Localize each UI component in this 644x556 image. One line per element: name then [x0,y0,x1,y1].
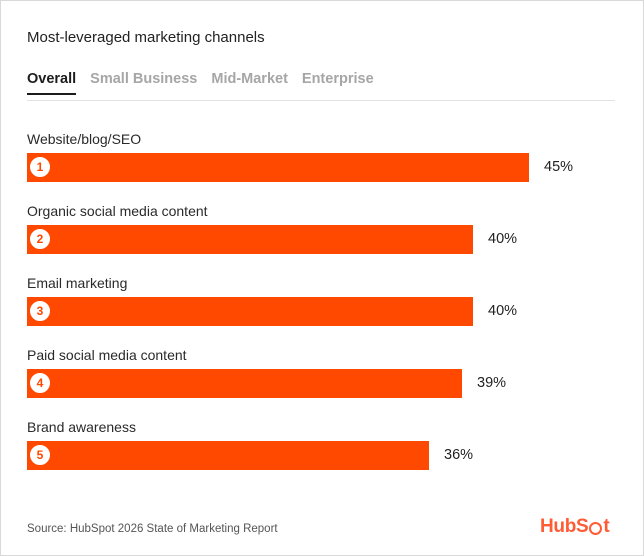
rank-badge: 3 [29,300,51,322]
bar [27,369,462,398]
sprocket-icon [589,521,603,535]
logo-text-end: t [603,516,610,537]
tabs-divider [27,100,615,101]
bar-category-label: Email marketing [27,275,128,291]
tab-small-business[interactable]: Small Business [90,71,198,87]
bar-row: Email marketing 3 40% [27,275,617,335]
tab-mid-market[interactable]: Mid-Market [211,71,288,87]
bar-row: Website/blog/SEO 1 45% [27,131,617,191]
logo-text-start: HubS [540,516,589,537]
chart-title: Most-leveraged marketing channels [27,29,265,46]
bar [27,153,529,182]
bar-category-label: Paid social media content [27,347,187,363]
bar-category-label: Brand awareness [27,419,136,435]
bar-category-label: Website/blog/SEO [27,131,142,147]
bar-value-label: 40% [488,303,518,319]
bar-value-label: 40% [488,231,518,247]
rank-badge: 2 [29,228,51,250]
bar-category-label: Organic social media content [27,203,208,219]
tab-enterprise[interactable]: Enterprise [301,71,374,87]
rank-badge: 1 [29,156,51,178]
bar [27,225,473,254]
bar-row: Brand awareness 5 36% [27,419,617,479]
segment-tabs: Overall Small Business Mid-Market Enterp… [27,71,374,95]
rank-badge: 5 [29,444,51,466]
bar-value-label: 39% [477,375,507,391]
hubspot-logo: HubS t [540,516,610,538]
bar [27,297,473,326]
bar-row: Paid social media content 4 39% [27,347,617,407]
rank-badge: 4 [29,372,51,394]
bar [27,441,429,470]
bar-row: Organic social media content 2 40% [27,203,617,263]
bar-value-label: 45% [544,159,574,175]
bar-value-label: 36% [444,447,474,463]
tab-overall[interactable]: Overall [27,71,77,95]
source-note: Source: HubSpot 2026 State of Marketing … [27,523,278,535]
